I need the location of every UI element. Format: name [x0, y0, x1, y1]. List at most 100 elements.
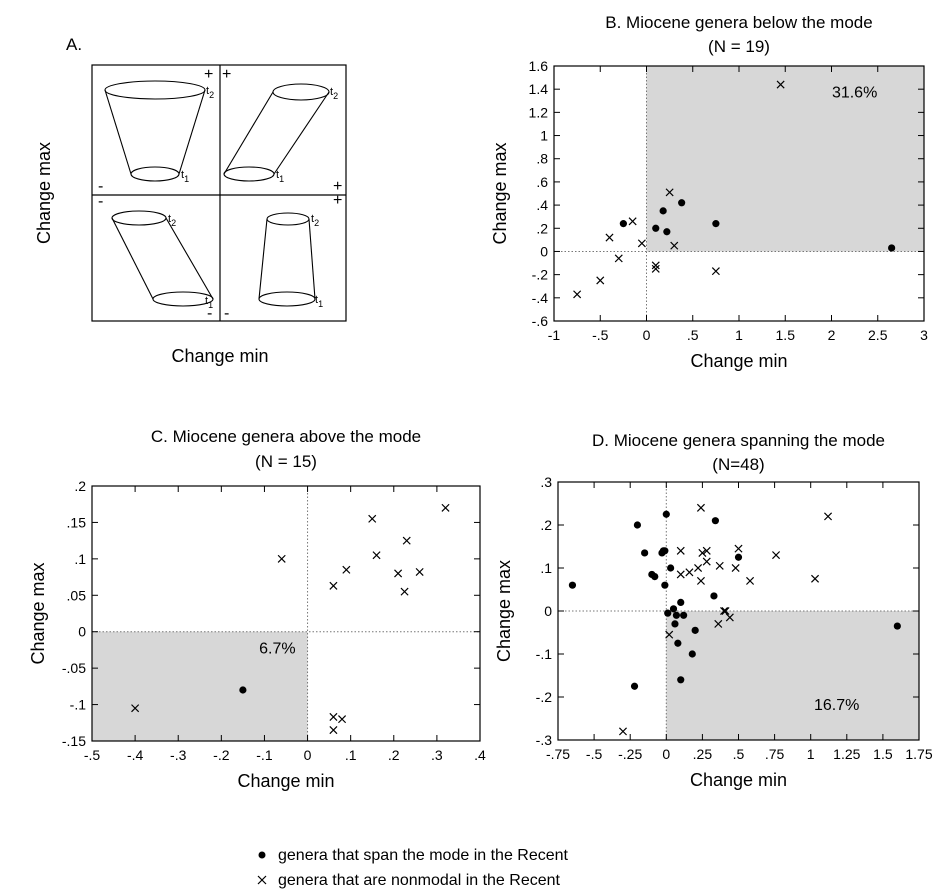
- data-point-dot: [688, 650, 696, 658]
- y-tick-label: -.05: [62, 660, 86, 676]
- x-tick-label: -.1: [256, 747, 273, 763]
- x-axis-title: Change min: [237, 771, 334, 791]
- data-point-dot: [667, 564, 675, 572]
- data-point-dot: [672, 611, 681, 619]
- y-axis-title: Change max: [490, 142, 510, 244]
- panel-a-ylabel: Change max: [34, 142, 54, 244]
- y-tick-label: .2: [74, 478, 86, 494]
- x-tick-label: 1: [735, 327, 743, 343]
- x-tick-label: 2: [828, 327, 836, 343]
- legend-filled-label: genera that span the mode in the Recent: [278, 847, 569, 864]
- y-tick-label: -.1: [536, 646, 553, 662]
- data-point-cross: [721, 606, 730, 616]
- data-point-dot: [662, 510, 670, 518]
- x-tick-label: .5: [733, 746, 745, 762]
- data-point-dot: [652, 224, 660, 232]
- data-point-dot: [734, 553, 743, 561]
- x-tick-label: 1.75: [905, 746, 932, 762]
- x-axis-title: Change min: [690, 351, 787, 371]
- x-tick-label: -.25: [618, 746, 642, 762]
- y-tick-label: .4: [536, 197, 548, 213]
- sign-plus: +: [333, 178, 342, 195]
- legend: genera that span the mode in the Recent …: [257, 847, 569, 889]
- data-point-cross: [618, 727, 628, 736]
- data-point-cross: [628, 217, 637, 226]
- data-point-cross: [665, 188, 674, 197]
- data-point-cross: [605, 233, 614, 242]
- cone-time-label: t1: [276, 169, 284, 184]
- x-tick-label: 1.5: [873, 746, 893, 762]
- y-tick-label: .8: [536, 151, 548, 167]
- data-point-cross: [702, 546, 711, 555]
- data-point-cross: [596, 276, 605, 285]
- sign-plus: +: [204, 66, 213, 83]
- y-tick-label: 1.2: [529, 104, 549, 120]
- data-point-cross: [725, 613, 734, 622]
- chart-subtitle: (N = 19): [708, 37, 770, 56]
- x-tick-label: 3: [920, 327, 928, 343]
- shaded-region: [92, 631, 308, 741]
- y-tick-label: .2: [536, 220, 548, 236]
- data-point-cross: [614, 254, 623, 263]
- data-point-dot: [630, 682, 639, 690]
- data-point-cross: [702, 557, 711, 566]
- data-point-cross: [277, 554, 286, 563]
- cone-time-label: t2: [168, 213, 176, 228]
- x-tick-label: 2.5: [868, 327, 888, 343]
- cone-time-label: t1: [315, 294, 323, 309]
- x-tick-label: 1.5: [776, 327, 796, 343]
- cone-shift-down: [111, 210, 214, 307]
- data-point-dot: [710, 592, 718, 600]
- data-point-cross: [394, 569, 403, 578]
- data-point-cross: [372, 551, 381, 560]
- y-tick-label: -.3: [536, 732, 553, 748]
- shaded-percentage-label: 16.7%: [814, 697, 859, 714]
- data-point-cross: [711, 267, 720, 276]
- data-point-dot: [678, 199, 686, 207]
- cone-time-label: t1: [181, 169, 189, 184]
- panel-b: -1 -.5 0 .5 1 1.5 2 2.5 3 -.6 -.4 -.2 0 .2 .4 .6 .8 1 1.2 1…: [490, 13, 928, 371]
- panel-a-frame: [91, 64, 347, 322]
- y-tick-label: 1: [540, 128, 548, 144]
- data-point-dot: [671, 620, 679, 628]
- data-point-cross: [342, 565, 351, 574]
- cone-time-label: t1: [205, 295, 213, 310]
- x-tick-label: .5: [687, 327, 699, 343]
- data-point-dot: [239, 686, 247, 694]
- y-tick-label: .3: [540, 474, 552, 490]
- x-tick-label: -.75: [546, 746, 570, 762]
- data-point-dot: [674, 639, 682, 647]
- data-point-cross: [694, 563, 703, 573]
- data-point-cross: [329, 712, 338, 721]
- shaded-percentage-label: 6.7%: [259, 641, 295, 658]
- data-point-cross: [746, 576, 755, 585]
- x-tick-label: .4: [474, 747, 486, 763]
- data-point-dot: [664, 609, 672, 617]
- data-point-cross: [402, 536, 411, 545]
- chart-title: D. Miocene genera spanning the mode: [592, 431, 885, 450]
- data-point-dot: [619, 220, 627, 228]
- shaded-region: [666, 611, 919, 740]
- data-point-cross: [731, 563, 740, 573]
- x-tick-label: 0: [304, 747, 312, 763]
- x-tick-label: .1: [345, 747, 357, 763]
- y-tick-label: .05: [67, 587, 87, 603]
- sign-minus: -: [98, 178, 103, 195]
- x-tick-label: -.4: [127, 747, 144, 763]
- y-tick-label: .1: [540, 560, 552, 576]
- data-point-cross: [338, 715, 347, 724]
- x-tick-label: 1: [807, 746, 815, 762]
- data-point-cross: [824, 512, 833, 521]
- sign-minus: -: [224, 305, 229, 322]
- y-tick-label: -.15: [62, 733, 86, 749]
- x-tick-label: -.5: [84, 747, 101, 763]
- data-point-cross: [772, 551, 781, 560]
- data-point-cross: [685, 568, 694, 577]
- y-tick-label: -.1: [70, 697, 87, 713]
- y-tick-label: -.4: [532, 290, 549, 306]
- data-point-cross: [714, 619, 723, 628]
- data-point-dot: [669, 605, 678, 613]
- cone-expanding: [104, 80, 206, 182]
- data-point-dot: [680, 611, 688, 619]
